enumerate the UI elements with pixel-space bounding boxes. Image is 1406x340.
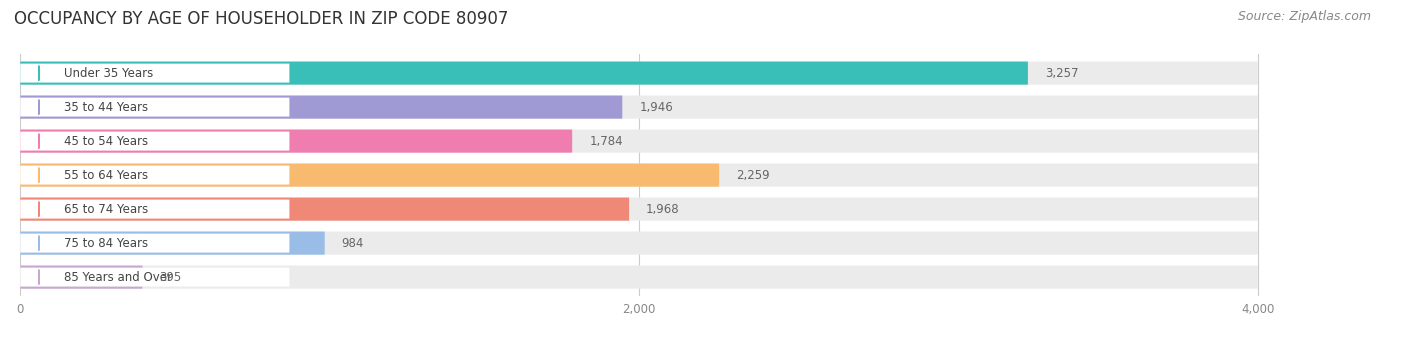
FancyBboxPatch shape xyxy=(20,232,1258,255)
Text: 984: 984 xyxy=(342,237,364,250)
FancyBboxPatch shape xyxy=(20,96,1258,119)
FancyBboxPatch shape xyxy=(20,268,290,287)
Text: 55 to 64 Years: 55 to 64 Years xyxy=(63,169,148,182)
FancyBboxPatch shape xyxy=(20,232,325,255)
FancyBboxPatch shape xyxy=(20,198,628,221)
FancyBboxPatch shape xyxy=(20,164,718,187)
FancyBboxPatch shape xyxy=(20,198,1258,221)
FancyBboxPatch shape xyxy=(20,130,1258,153)
Text: Source: ZipAtlas.com: Source: ZipAtlas.com xyxy=(1237,10,1371,23)
FancyBboxPatch shape xyxy=(20,164,1258,187)
FancyBboxPatch shape xyxy=(20,96,623,119)
FancyBboxPatch shape xyxy=(20,266,142,289)
FancyBboxPatch shape xyxy=(20,132,290,151)
FancyBboxPatch shape xyxy=(20,234,290,253)
FancyBboxPatch shape xyxy=(20,62,1028,85)
FancyBboxPatch shape xyxy=(20,200,290,219)
Text: 65 to 74 Years: 65 to 74 Years xyxy=(63,203,148,216)
Text: 1,968: 1,968 xyxy=(647,203,679,216)
Text: Under 35 Years: Under 35 Years xyxy=(63,67,153,80)
Text: 1,946: 1,946 xyxy=(640,101,673,114)
Text: OCCUPANCY BY AGE OF HOUSEHOLDER IN ZIP CODE 80907: OCCUPANCY BY AGE OF HOUSEHOLDER IN ZIP C… xyxy=(14,10,509,28)
FancyBboxPatch shape xyxy=(20,130,572,153)
FancyBboxPatch shape xyxy=(20,64,290,83)
FancyBboxPatch shape xyxy=(20,98,290,117)
Text: 3,257: 3,257 xyxy=(1045,67,1078,80)
Text: 1,784: 1,784 xyxy=(589,135,623,148)
Text: 2,259: 2,259 xyxy=(737,169,770,182)
Text: 35 to 44 Years: 35 to 44 Years xyxy=(63,101,148,114)
Text: 45 to 54 Years: 45 to 54 Years xyxy=(63,135,148,148)
FancyBboxPatch shape xyxy=(20,266,1258,289)
FancyBboxPatch shape xyxy=(20,166,290,185)
Text: 75 to 84 Years: 75 to 84 Years xyxy=(63,237,148,250)
FancyBboxPatch shape xyxy=(20,62,1258,85)
Text: 85 Years and Over: 85 Years and Over xyxy=(63,271,172,284)
Text: 395: 395 xyxy=(159,271,181,284)
